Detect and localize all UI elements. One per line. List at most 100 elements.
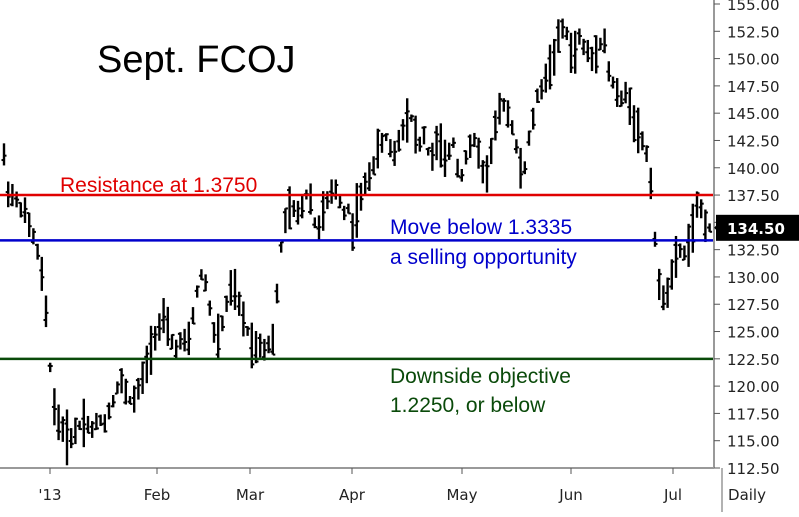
ohlc-bar: [606, 61, 612, 82]
y-tick-label: 147.50: [727, 78, 780, 96]
ohlc-bar: [497, 92, 503, 125]
ohlc-bar: [450, 137, 456, 148]
objective-label-2: 1.2250, or below: [390, 394, 546, 417]
ohlc-bar: [627, 87, 633, 125]
ohlc-bar: [404, 98, 410, 143]
ohlc-bar: [660, 285, 666, 311]
ohlc-bar: [236, 291, 242, 316]
ohlc-bar: [669, 259, 675, 290]
ohlc-bar: [656, 268, 662, 301]
ohlc-bar: [282, 207, 288, 234]
ohlc-bar: [316, 215, 322, 240]
ohlc-bar: [354, 183, 360, 238]
y-tick-label: 117.50: [727, 405, 780, 423]
ohlc-bar: [270, 323, 276, 356]
ohlc-bar: [1, 143, 7, 166]
y-tick-label: 112.50: [727, 460, 780, 478]
ohlc-bar: [623, 81, 629, 104]
ohlc-bar: [232, 268, 238, 311]
ohlc-bar: [635, 107, 641, 154]
ohlc-bar: [22, 197, 28, 224]
ohlc-bar: [358, 182, 364, 211]
ohlc-bar: [505, 100, 511, 128]
ohlc-bar: [169, 333, 175, 350]
ohlc-bar: [245, 325, 251, 336]
ohlc-bar: [480, 160, 486, 184]
ohlc-bar: [413, 115, 419, 154]
ohlc-bar: [455, 158, 461, 178]
reference-lines: [0, 193, 714, 361]
y-tick-label: 155.00: [727, 0, 780, 14]
ohlc-bar: [182, 328, 188, 352]
ohlc-bar: [438, 123, 444, 168]
y-tick-label: 142.50: [727, 132, 780, 150]
x-tick-label: May: [446, 486, 477, 504]
ohlc-bar: [299, 195, 305, 219]
ohlc-bar: [408, 114, 414, 122]
ohlc-bar: [442, 139, 448, 177]
sell-trigger-label: Move below 1.3335: [390, 216, 572, 239]
ohlc-bar: [93, 412, 99, 431]
y-tick-label: 127.50: [727, 296, 780, 314]
ohlc-bar: [274, 283, 280, 304]
ohlc-bar: [249, 322, 255, 369]
x-tick-label: Apr: [339, 486, 366, 504]
ohlc-bar: [518, 147, 524, 189]
ohlc-bar: [463, 150, 469, 165]
ohlc-bar: [127, 395, 133, 405]
ohlc-bar: [576, 28, 582, 45]
ohlc-bar: [102, 414, 108, 433]
ohlc-bar: [110, 395, 116, 408]
ohlc-bar: [429, 142, 435, 171]
ohlc-bar: [387, 139, 393, 158]
ohlc-bar: [26, 212, 32, 238]
ohlc-bar: [375, 128, 381, 169]
ohlc-bar: [690, 203, 696, 253]
ohlc-bar: [308, 183, 314, 215]
ohlc-bar: [177, 332, 183, 350]
ohlc-bar: [631, 105, 637, 143]
ohlc-bar: [266, 335, 272, 354]
ohlc-bar: [240, 301, 246, 337]
ohlc-bar: [702, 209, 708, 243]
ohlc-bar: [144, 345, 150, 384]
ohlc-bar: [261, 338, 267, 361]
ohlc-bar: [551, 38, 557, 76]
x-tick-label: Feb: [144, 486, 171, 504]
ohlc-bar: [219, 315, 225, 332]
ohlc-bar: [211, 322, 217, 343]
ohlc-bar: [291, 200, 297, 218]
ohlc-bar: [56, 404, 62, 441]
ohlc-bar: [681, 245, 687, 261]
ohlc-bar: [665, 277, 671, 308]
ohlc-bar: [526, 130, 532, 146]
x-tick-label: Jun: [558, 486, 582, 504]
ohlc-bar: [198, 269, 204, 281]
y-tick-label: 132.50: [727, 242, 780, 260]
ohlc-bar: [593, 35, 599, 74]
ohlc-bar: [618, 90, 624, 108]
ohlc-bar: [597, 37, 603, 51]
ohlc-bar: [492, 110, 498, 141]
ohlc-bar: [257, 333, 263, 358]
x-tick-label: Mar: [236, 486, 265, 504]
ohlc-bar: [677, 243, 683, 258]
ohlc-bar: [585, 39, 591, 63]
ohlc-bar: [555, 19, 561, 53]
ohlc-bar: [509, 120, 515, 136]
ohlc-bar: [156, 313, 162, 341]
ohlc-bar: [366, 162, 372, 191]
ohlc-bar: [77, 420, 83, 431]
ohlc-bar: [161, 298, 167, 334]
ohlc-bar: [68, 428, 74, 449]
ohlc-bar: [547, 44, 553, 90]
ohlc-bar: [572, 30, 578, 74]
y-tick-label: 150.00: [727, 51, 780, 69]
ohlc-bar: [72, 417, 78, 445]
y-tick-label: 137.50: [727, 187, 780, 205]
y-tick-label: 125.00: [727, 324, 780, 342]
ohlc-bar: [543, 63, 549, 93]
ohlc-bar: [131, 385, 137, 413]
